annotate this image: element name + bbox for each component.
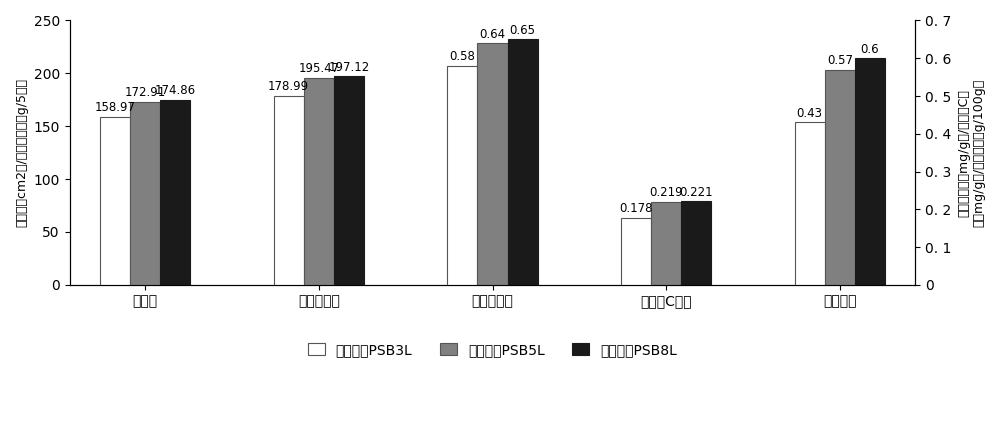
Bar — [130, 102, 160, 285]
Bar — [334, 77, 364, 285]
Bar — [855, 58, 885, 285]
Text: 158.97: 158.97 — [94, 101, 135, 114]
Y-axis label: 叶绿素总量（mg/g）/维生素C含
量（mg/g）/总酸含量（g/100g）: 叶绿素总量（mg/g）/维生素C含 量（mg/g）/总酸含量（g/100g） — [957, 78, 985, 227]
Y-axis label: 叶面积（cm2）/地上部鲜重（g/5株）: 叶面积（cm2）/地上部鲜重（g/5株） — [15, 78, 28, 227]
Bar — [508, 39, 538, 285]
Bar — [274, 95, 304, 285]
Legend: 厄氧池水PSB3L, 厄氧池水PSB5L, 厄氧池水PSB8L: 厄氧池水PSB3L, 厄氧池水PSB5L, 厄氧池水PSB8L — [302, 337, 683, 362]
Text: 0.58: 0.58 — [449, 50, 475, 63]
Bar — [825, 69, 855, 285]
Bar — [477, 43, 508, 285]
Text: 174.86: 174.86 — [155, 84, 196, 97]
Text: 178.99: 178.99 — [268, 80, 309, 93]
Bar — [304, 78, 334, 285]
Bar — [100, 117, 130, 285]
Text: 0.64: 0.64 — [479, 27, 506, 40]
Text: 0.43: 0.43 — [797, 107, 823, 120]
Bar — [160, 100, 190, 285]
Bar — [795, 122, 825, 285]
Text: 0.219: 0.219 — [649, 186, 683, 199]
Text: 0.6: 0.6 — [861, 43, 879, 56]
Text: 172.91: 172.91 — [125, 86, 166, 99]
Text: 195.47: 195.47 — [298, 63, 339, 76]
Text: 0.57: 0.57 — [827, 54, 853, 67]
Bar — [447, 66, 477, 285]
Text: 0.178: 0.178 — [619, 202, 653, 215]
Bar — [651, 202, 681, 285]
Bar — [621, 218, 651, 285]
Text: 0.221: 0.221 — [680, 185, 713, 198]
Text: 0.65: 0.65 — [510, 24, 536, 37]
Text: 197.12: 197.12 — [328, 61, 370, 74]
Bar — [681, 201, 711, 285]
